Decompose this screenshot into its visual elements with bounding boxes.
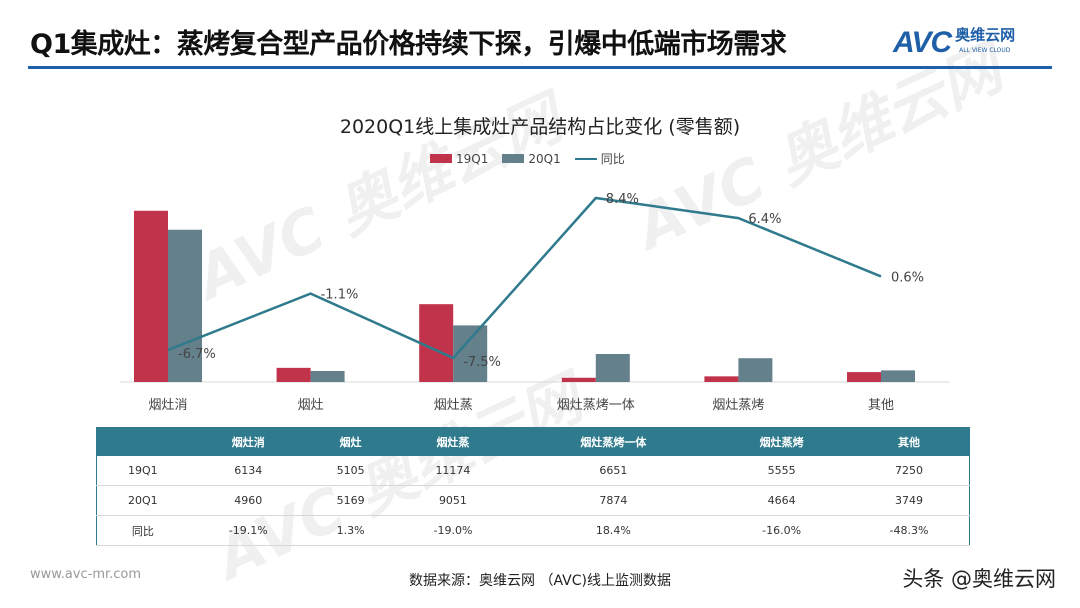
category-label: 烟灶 — [298, 398, 324, 413]
table-header: 烟灶消 — [188, 427, 308, 456]
data-table: 烟灶消 烟灶 烟灶蒸 烟灶蒸烤一体 烟灶蒸烤 其他 19Q1 6134 5105 11… — [96, 427, 970, 546]
yoy-data-label: -6.7% — [178, 347, 216, 362]
bar-19Q1 — [704, 376, 739, 382]
legend-yoy: 同比 — [574, 150, 625, 167]
table-header: 烟灶蒸烤一体 — [512, 427, 715, 456]
page-title: Q1集成灶：蒸烤复合型产品价格持续下探，引爆中低端市场需求 — [30, 29, 787, 60]
yoy-data-label: -1.1% — [321, 288, 359, 303]
bar-19Q1 — [419, 304, 454, 382]
data-source: 数据来源：奥维云网 （AVC)线上监测数据 — [409, 573, 671, 589]
logo-en: ALL VIEW CLOUD — [959, 47, 1011, 54]
table-header: 烟灶蒸烤 — [714, 427, 849, 456]
bar-19Q1 — [561, 377, 596, 382]
chart: 烟灶消 烟灶 烟灶蒸 烟灶蒸烤一体 烟灶蒸烤 其他 -6.7% -1.1% -7.5% 8.4% 6… — [120, 192, 950, 413]
legend-19q1: 19Q1 — [430, 152, 488, 166]
bar-20Q1 — [595, 353, 630, 382]
avc-logo: AVC 奥维云网 ALL VIEW CLOUD — [893, 26, 1015, 60]
yoy-data-label: 8.4% — [606, 192, 639, 207]
yoy-line — [167, 196, 882, 360]
table-row: 同比 -19.1% 1.3% -19.0% 18.4% -16.0% -48.3% — [96, 515, 970, 546]
category-label: 烟灶蒸 — [434, 398, 473, 413]
bar-20Q1 — [738, 358, 773, 382]
bar-20Q1 — [168, 229, 202, 382]
category-label: 烟灶蒸烤一体 — [557, 398, 635, 413]
bar-20Q1 — [310, 370, 345, 382]
bar-19Q1 — [847, 372, 881, 382]
bar-19Q1 — [276, 367, 311, 382]
legend-20q1: 20Q1 — [502, 152, 561, 166]
logo-cn: 奥维云网 — [955, 26, 1016, 44]
category-label: 其他 — [868, 398, 894, 413]
bar-20Q1 — [881, 370, 915, 382]
table-header: 其他 — [848, 427, 970, 456]
title-divider — [28, 66, 1052, 69]
category-label: 烟灶蒸烤 — [712, 398, 764, 413]
logo-text: AVC — [893, 26, 952, 59]
yoy-data-label: 6.4% — [748, 212, 781, 227]
table-header: 烟灶 — [307, 427, 394, 456]
toutiao-watermark: 头条 @奥维云网 — [902, 567, 1056, 591]
table-row: 20Q1 4960 5169 9051 7874 4664 3749 — [96, 485, 970, 516]
yoy-data-label: -7.5% — [463, 355, 501, 370]
legend: 19Q1 20Q1 同比 — [430, 150, 625, 167]
bar-20Q1 — [453, 325, 488, 382]
table-header: 烟灶蒸 — [393, 427, 513, 456]
table-row: 19Q1 6134 5105 11174 6651 5555 7250 — [96, 455, 970, 486]
site-url: www.avc-mr.com — [30, 567, 142, 582]
chart-title: 2020Q1线上集成灶产品结构占比变化 (零售额) — [339, 116, 741, 138]
category-label: 烟灶消 — [148, 398, 187, 413]
bar-19Q1 — [134, 210, 168, 382]
table-header — [96, 427, 189, 456]
yoy-data-label: 0.6% — [891, 270, 924, 285]
